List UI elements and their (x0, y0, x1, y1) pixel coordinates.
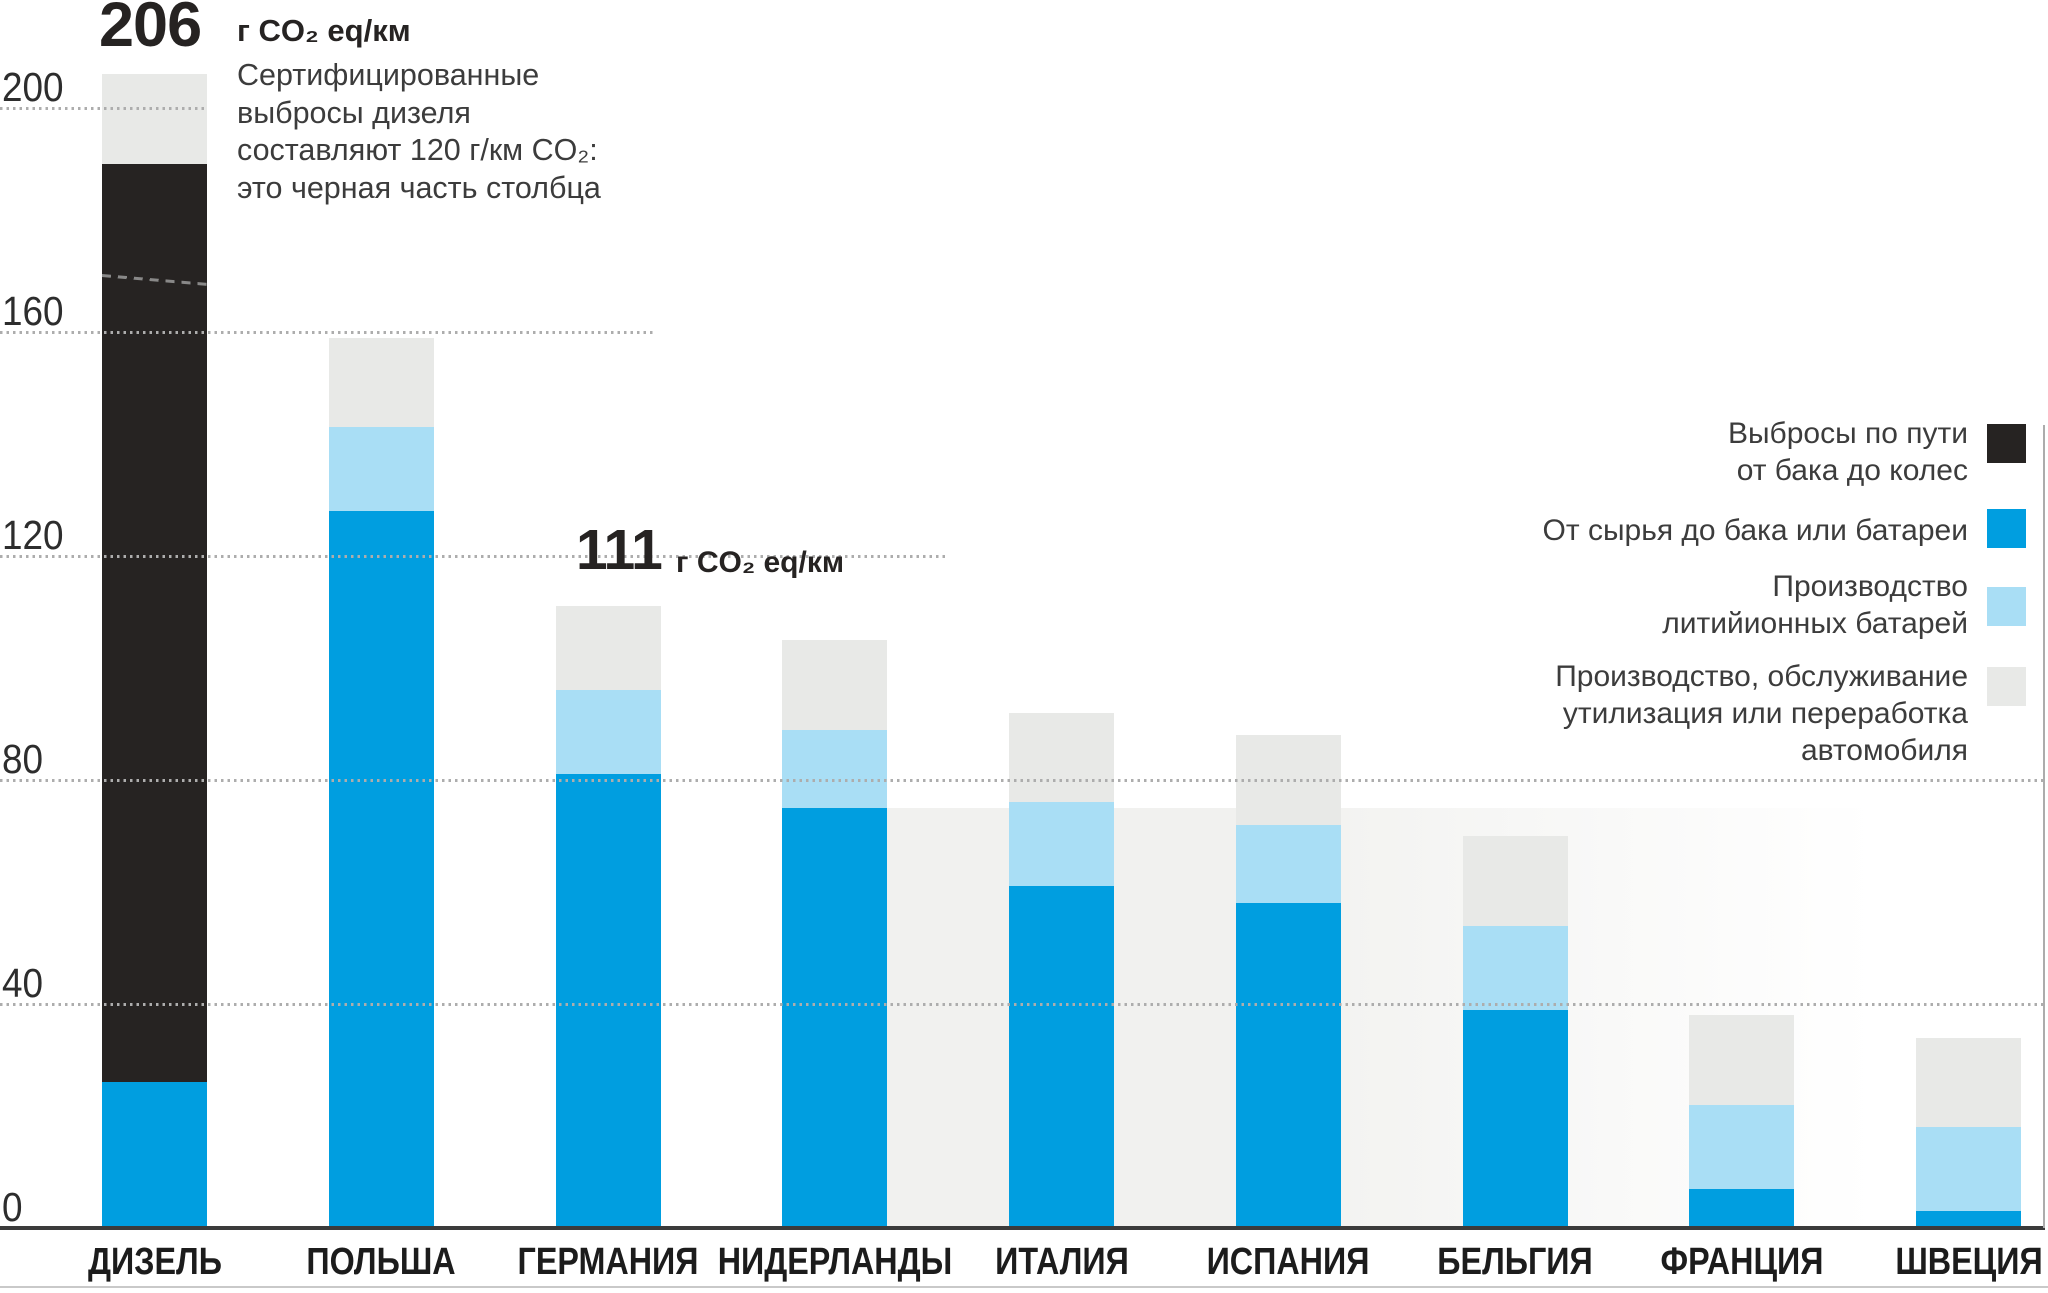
legend-swatch (1987, 587, 2026, 626)
bar-segment (1235, 903, 1341, 1228)
category-label: ДИЗЕЛЬ (87, 1241, 222, 1283)
bar-segment (1009, 712, 1114, 803)
legend-label: Выбросы по пути от бака до колес (1727, 417, 1968, 487)
category-label: ФРАНЦИЯ (1660, 1241, 1824, 1283)
bar-segment (1916, 1037, 2021, 1128)
bar-segment (1462, 925, 1568, 1010)
bar-segment (1689, 1015, 1795, 1105)
bar-segment (1009, 802, 1114, 887)
legend-label: Производство литийионных батарей (1662, 570, 1968, 640)
legend-swatch (1987, 667, 2026, 706)
image-bottom-border (0, 1286, 2048, 1288)
germany-total-unit: г CO₂ eq/км (676, 546, 845, 579)
y-tick-label-200: 200 (2, 64, 64, 110)
bar-segment (782, 808, 888, 1228)
bar-segment (328, 511, 434, 1228)
diesel-total-unit: г CO₂ eq/км (237, 13, 411, 48)
category-label: ШВЕЦИЯ (1894, 1241, 2043, 1283)
gridline-160 (0, 331, 655, 334)
legend-swatch (1987, 424, 2026, 463)
x-axis-baseline (0, 1226, 2045, 1230)
y-tick-label-120: 120 (2, 512, 64, 558)
y-tick-label-160: 160 (2, 288, 64, 334)
bar-segment (102, 1082, 207, 1228)
y-tick-label-80: 80 (2, 736, 44, 782)
category-label: ГЕРМАНИЯ (517, 1241, 699, 1283)
y-tick-label-40: 40 (2, 960, 44, 1006)
bar-segment (1235, 735, 1341, 825)
category-label: ИСПАНИЯ (1206, 1241, 1370, 1283)
bar-segment (102, 74, 207, 164)
category-label: БЕЛЬГИЯ (1437, 1241, 1593, 1283)
bar-segment (328, 337, 434, 428)
bar-segment (555, 690, 661, 775)
bar-segment (782, 640, 888, 730)
category-label: НИДЕРЛАНДЫ (717, 1241, 953, 1283)
bar-segment (1916, 1127, 2021, 1212)
y-tick-label-0: 0 (2, 1184, 23, 1230)
bar-segment (102, 164, 207, 1083)
diesel-total-value: 206 (99, 0, 202, 60)
legend-label: Производство, обслуживание утилизация ил… (1555, 660, 1968, 767)
bar-segment (1462, 836, 1568, 926)
legend-label: От сырья до бака или батареи (1542, 514, 1968, 547)
bar-segment (555, 606, 661, 691)
germany-total-value: 111 (576, 518, 663, 582)
category-label: ИТАЛИЯ (994, 1241, 1129, 1283)
bar-segment (1009, 886, 1114, 1228)
chart-right-border (2043, 425, 2045, 1228)
bar-segment (1689, 1188, 1795, 1228)
bar-segment (1689, 1104, 1795, 1189)
bar-segment (1462, 1009, 1568, 1228)
category-label: ПОЛЬША (306, 1241, 456, 1283)
bar-segment (1235, 824, 1341, 904)
bar-segment (782, 729, 888, 808)
bar-segment (1916, 1211, 2021, 1228)
bar-segment (555, 774, 661, 1228)
bar-segment (328, 427, 434, 512)
diesel-note-text: Сертифицированные выбросы дизеля составл… (237, 58, 601, 205)
legend-swatch (1987, 509, 2026, 548)
